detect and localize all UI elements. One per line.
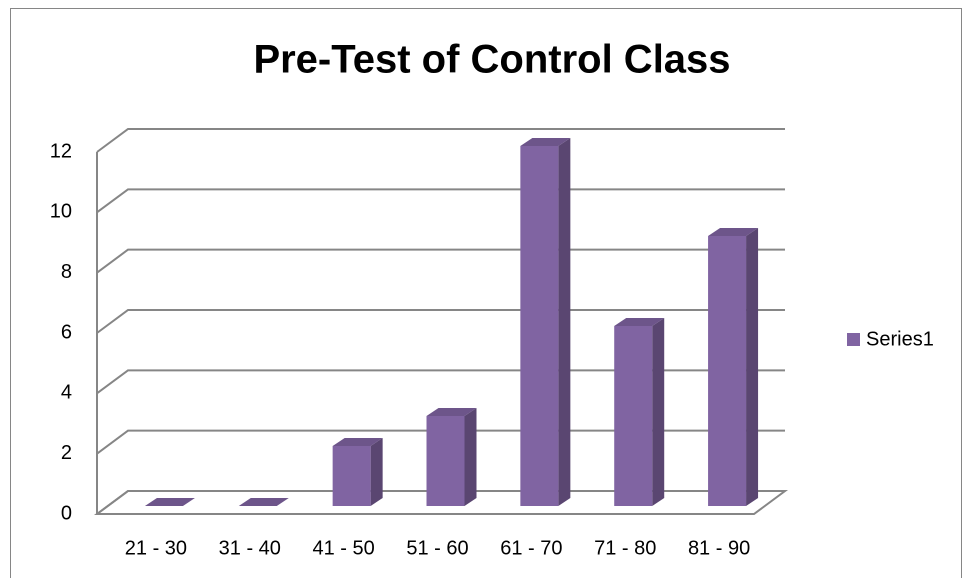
x-tick-label: 51 - 60 bbox=[406, 537, 468, 559]
bar-side bbox=[370, 438, 383, 506]
bar-top bbox=[614, 318, 665, 326]
bar-front bbox=[708, 236, 747, 506]
y-tick-label: 0 bbox=[61, 502, 72, 524]
bar bbox=[426, 408, 477, 506]
bar bbox=[614, 318, 665, 506]
x-tick-label: 41 - 50 bbox=[313, 537, 375, 559]
bar-top bbox=[332, 438, 383, 446]
bar bbox=[144, 498, 195, 506]
x-tick-label: 61 - 70 bbox=[500, 537, 562, 559]
y-tick-label: 4 bbox=[61, 382, 72, 404]
bar bbox=[238, 498, 289, 506]
chart-border bbox=[10, 8, 962, 578]
bar-top bbox=[520, 138, 571, 146]
grid-line bbox=[96, 128, 785, 153]
y-tick-label: 10 bbox=[50, 201, 72, 223]
bar-side bbox=[746, 228, 759, 506]
chart-title: Pre-Test of Control Class bbox=[253, 38, 730, 82]
bar bbox=[520, 138, 571, 506]
bar-top bbox=[426, 408, 477, 416]
y-tick-label: 2 bbox=[61, 442, 72, 464]
bar-top bbox=[238, 498, 289, 506]
bar-front bbox=[614, 326, 653, 506]
bar-top bbox=[708, 228, 759, 236]
x-tick-label: 71 - 80 bbox=[594, 537, 656, 559]
y-tick-label: 8 bbox=[61, 261, 72, 283]
x-tick-label: 31 - 40 bbox=[219, 537, 281, 559]
y-tick-label: 6 bbox=[61, 321, 72, 343]
x-tick-label: 21 - 30 bbox=[125, 537, 187, 559]
bar-side bbox=[464, 408, 477, 506]
bar-front bbox=[426, 416, 465, 506]
bar-side bbox=[652, 318, 665, 506]
bar-side bbox=[558, 138, 571, 506]
legend-swatch bbox=[847, 333, 860, 346]
x-tick-label: 81 - 90 bbox=[688, 537, 750, 559]
bar-top bbox=[144, 498, 195, 506]
y-tick-label: 12 bbox=[50, 140, 72, 162]
bar-front bbox=[332, 446, 371, 506]
bar-front bbox=[520, 146, 559, 506]
bar bbox=[332, 438, 383, 506]
legend-label: Series1 bbox=[866, 328, 934, 350]
bar bbox=[708, 228, 759, 506]
